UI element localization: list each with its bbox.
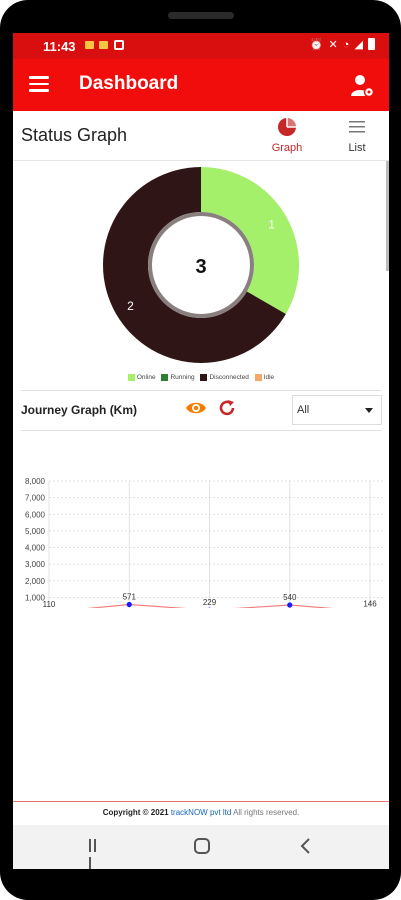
journey-graph-title: Journey Graph (Km) [21,403,138,417]
divider [21,390,381,391]
eye-icon[interactable] [185,399,207,417]
status-time: 11:43 [43,39,76,54]
footer-rights: All rights reserved. [231,808,300,817]
page-title: Dashboard [79,73,179,94]
donut-inner-ring [148,212,254,318]
legend-label: Online [136,374,156,381]
status-bar: 11:43 ⏰ ✕ ◔ ◢ [13,33,389,59]
footer: Copyright © 2021 trackNOW pvt ltd All ri… [13,808,389,817]
back-button[interactable] [299,837,313,855]
data-point[interactable] [126,601,132,608]
phone-speaker [168,12,234,19]
legend-label: Disconnected [209,374,249,381]
tab-graph-label: Graph [271,142,303,154]
wifi-icon: ◔ [342,39,351,51]
journey-filter-select[interactable]: All [292,395,382,425]
donut-slice-2[interactable] [103,167,286,363]
footer-brand-link[interactable]: trackNOW pvt ltd [170,808,232,817]
menu-icon[interactable] [29,76,49,92]
signal-icon: ◢ [354,39,364,51]
battery-icon [368,38,375,50]
y-tick-label: 1,000 [25,593,46,602]
donut-center-total: 3 [195,256,206,278]
pie-chart-icon [278,118,296,136]
divider [21,430,381,431]
list-icon [349,121,365,133]
data-value-label: 146 [363,600,377,608]
system-nav-bar [13,825,389,869]
tab-graph[interactable]: Graph [267,115,307,154]
legend-item-running[interactable]: Running [161,374,195,381]
donut-legend: Online Running Disconnected Idle [13,374,389,383]
legend-label: Running [170,374,195,381]
legend-item-online[interactable]: Online [127,374,156,381]
y-tick-label: 5,000 [25,527,46,536]
tab-list-label: List [348,142,366,154]
home-button[interactable] [194,838,210,854]
status-donut: 3 1 2 [101,165,301,365]
mute-icon: ✕ [328,39,339,51]
system-icons: ⏰ ✕ ◔ ◢ [310,38,375,51]
alarm-icon: ⏰ [309,39,325,51]
y-tick-label: 4,000 [25,544,46,553]
chevron-down-icon [365,408,373,413]
notification-icon [114,40,124,50]
y-tick-label: 2,000 [25,577,46,586]
notification-icon [85,41,94,49]
legend-swatch [254,374,262,381]
y-tick-label: 6,000 [25,510,46,519]
app-bar: Dashboard [13,59,389,111]
legend-swatch [127,374,135,381]
recents-button[interactable] [89,839,103,869]
data-value-label: 540 [283,593,297,602]
tab-list[interactable]: List [337,115,377,154]
legend-item-disconnected[interactable]: Disconnected [200,374,249,381]
screen: 11:43 ⏰ ✕ ◔ ◢ Dashboard [13,33,389,869]
y-tick-label: 7,000 [25,494,46,503]
footer-divider [13,801,389,802]
y-tick-label: 3,000 [25,560,46,569]
data-point[interactable] [287,602,293,608]
legend-item-idle[interactable]: Idle [254,374,275,381]
legend-swatch [161,374,169,381]
journey-line-chart: 01,0002,0003,0004,0005,0006,0007,0008,00… [25,477,383,608]
user-icon[interactable] [349,72,375,98]
status-graph-header: Status Graph Graph List [13,111,389,161]
donut-slice-label: 2 [127,299,134,313]
data-value-label: 110 [43,600,56,608]
status-graph-title: Status Graph [21,125,128,145]
journey-series-line [86,603,334,608]
donut-slice-1[interactable] [201,167,299,314]
legend-label: Idle [263,374,275,381]
refresh-icon[interactable] [217,398,237,418]
status-donut-svg: 3 1 2 [103,167,299,363]
notification-icon [99,41,108,49]
donut-slice-label: 1 [268,217,275,231]
footer-copyright: Copyright © 2021 [102,808,171,817]
data-value-label: 571 [123,593,137,602]
journey-filter-value: All [297,404,310,416]
data-value-label: 229 [203,598,217,607]
y-tick-label: 8,000 [25,477,46,486]
scrollbar[interactable] [386,161,389,271]
legend-swatch [200,374,208,381]
